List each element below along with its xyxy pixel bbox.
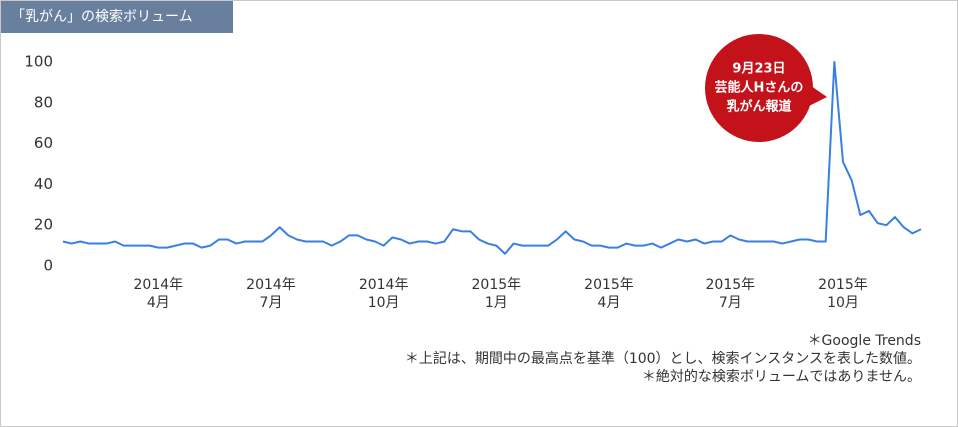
y-tick-label: 80 — [34, 93, 53, 111]
y-tick-label: 100 — [24, 53, 53, 71]
callout-circle — [705, 34, 813, 142]
x-tick-label: 2015年 1月 — [471, 277, 522, 311]
notes: ＊Google Trends ＊上記は、期間中の最高点を基準（100）とし、検索イ… — [405, 332, 921, 386]
line — [62, 61, 922, 255]
y-tick-label: 40 — [34, 175, 53, 193]
y-tick-label: 60 — [34, 134, 53, 152]
x-tick-label: 2014年 7月 — [246, 277, 296, 311]
annotation-text: 9月23日 — [732, 62, 785, 77]
note: ＊Google Trends — [807, 333, 921, 349]
note: ＊絶対的な検索ボリュームではありません。 — [641, 369, 921, 385]
y-tick-label: 20 — [34, 216, 53, 234]
x-tick-label: 2015年 10月 — [818, 277, 868, 311]
x-tick-label: 2014年 4月 — [133, 277, 184, 311]
x-tick-label: 2014年 10月 — [358, 277, 409, 311]
y-tick-label: 0 — [43, 257, 53, 275]
note: ＊上記は、期間中の最高点を基準（100）とし、検索インスタンスを表した数値。 — [404, 351, 921, 367]
x-tick-label: 2015年 7月 — [705, 277, 756, 311]
header-tab: 「乳がん」の検索ボリューム — [1, 1, 233, 33]
annotation-text: 芸能人Hさんの — [715, 80, 804, 96]
annotation-text: 乳がん報道 — [726, 99, 791, 115]
x-tick-label: 2015年 4月 — [584, 277, 634, 311]
